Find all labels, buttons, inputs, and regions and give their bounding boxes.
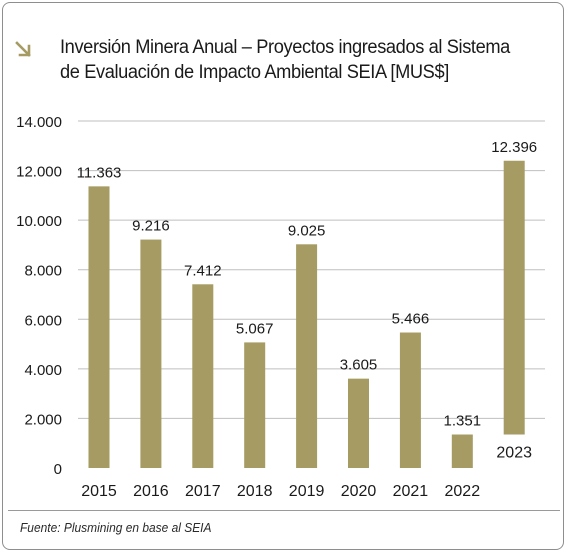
arrow-down-right-icon [15, 41, 31, 57]
data-label: 11.363 [77, 164, 122, 181]
x-tick-label: 2019 [289, 483, 325, 500]
data-label: 9.025 [288, 222, 326, 239]
bar [88, 186, 110, 468]
y-tick-label: 6.000 [24, 312, 62, 329]
x-tick-label: 2016 [133, 483, 169, 500]
bar [451, 434, 473, 468]
chart-title: Inversión Minera Anual – Proyectos ingre… [60, 35, 530, 85]
y-tick-label: 12.000 [16, 164, 62, 181]
x-tick-label: 2018 [237, 483, 273, 500]
data-labels: 11.363 9.216 7.412 5.067 9.025 3.605 5.466 1.35… [77, 139, 538, 430]
chart-title-line-2: de Evaluación de Impacto Ambiental SEIA … [60, 62, 449, 83]
data-label: 7.412 [184, 262, 222, 279]
source-note: Fuente: Plusmining en base al SEIA [20, 520, 212, 535]
x-tick-label: 2015 [81, 483, 117, 500]
x-axis-tick-labels: 2015 2016 2017 2018 2019 2020 2021 2022 2023 [81, 445, 532, 500]
data-label: 9.216 [132, 218, 170, 235]
y-tick-label: 0 [54, 461, 62, 478]
data-label: 12.396 [491, 139, 537, 156]
chart-title-line-1: Inversión Minera Anual – Proyectos ingre… [60, 37, 510, 58]
x-tick-label: 2023 [496, 445, 532, 462]
data-label: 5.466 [392, 311, 430, 328]
bar [296, 244, 318, 468]
x-tick-label: 2022 [445, 483, 481, 500]
y-axis-tick-labels: 0 2.000 4.000 6.000 8.000 10.000 12.000 14.000 [16, 114, 62, 478]
x-tick-label: 2020 [341, 483, 377, 500]
bar [399, 332, 421, 468]
x-tick-label: 2017 [185, 483, 221, 500]
data-label: 3.605 [340, 357, 378, 374]
bar [244, 342, 266, 468]
y-tick-label: 14.000 [16, 114, 62, 131]
data-label: 5.067 [236, 320, 274, 337]
bar [503, 160, 525, 435]
bar [140, 239, 162, 468]
y-tick-label: 10.000 [16, 213, 62, 230]
footer-divider [8, 510, 560, 511]
y-tick-label: 4.000 [24, 362, 62, 379]
bar [192, 284, 214, 468]
bar [348, 378, 369, 468]
x-tick-label: 2021 [393, 483, 429, 500]
y-tick-label: 8.000 [24, 263, 62, 280]
bars [88, 160, 525, 468]
data-label: 1.351 [444, 413, 482, 430]
y-tick-label: 2.000 [24, 411, 62, 428]
